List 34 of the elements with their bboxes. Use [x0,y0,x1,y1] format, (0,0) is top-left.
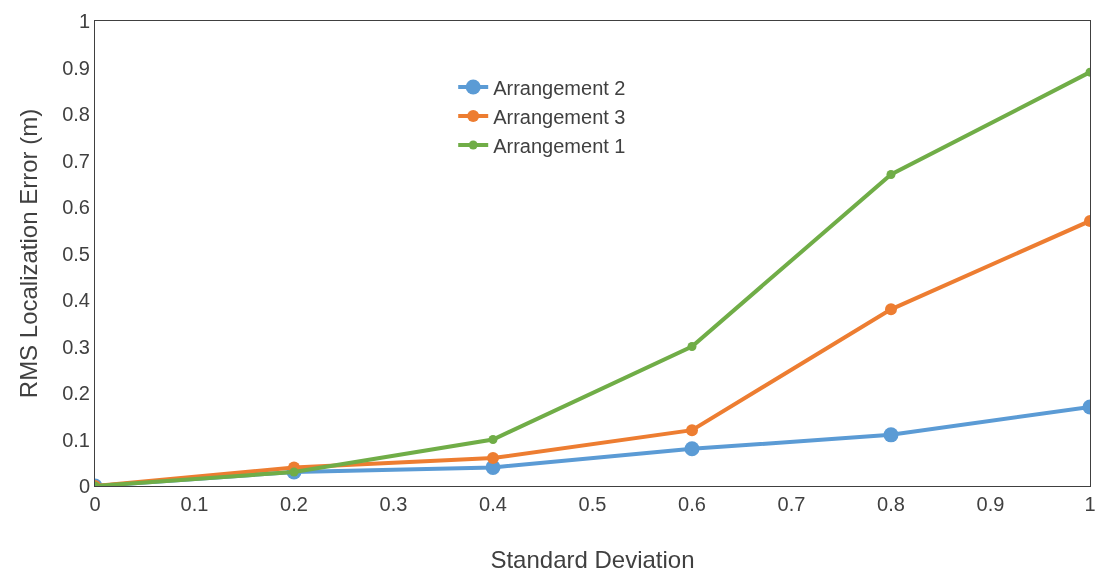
y-tick-label: 0.5 [62,242,90,265]
y-tick-label: 0.3 [62,335,90,358]
x-tick-label: 0.8 [877,493,905,515]
y-tick-label: 0.1 [62,428,90,451]
y-tick-label: 1 [78,10,90,32]
y-tick-label: 0.8 [62,103,90,125]
point [885,303,897,316]
y-tick-label: 0.6 [62,196,90,218]
x-tick-label: 0.4 [479,493,507,515]
point [883,427,899,443]
x-tick-label: 0.7 [777,493,806,515]
y-tick-label: 0 [78,475,90,497]
y-axis-title: RMS Localization Error (m) [15,108,42,399]
point [687,342,697,351]
x-tick-label: 0.9 [976,493,1005,515]
point [886,169,896,179]
point [686,424,698,437]
x-axis-title: Standard Deviation [490,546,695,573]
y-tick-label: 0.4 [62,289,90,311]
legend-label: Arrangement 2 [493,76,626,99]
point [488,435,498,444]
x-tick-label: 1 [1084,493,1096,515]
point [487,452,499,465]
x-tick-label: 0.1 [180,493,209,515]
y-tick-label: 0.7 [62,149,90,172]
x-tick-label: 0.6 [678,493,706,515]
legend-label: Arrangement 1 [493,134,626,157]
x-tick-label: 0.3 [379,493,408,515]
x-tick-label: 0.2 [280,493,308,515]
y-tick-label: 0.2 [62,382,90,404]
point [684,441,700,457]
x-tick-label: 0.5 [578,493,607,515]
y-tick-label: 0.9 [62,56,90,79]
legend-label: Arrangement 3 [493,105,626,128]
